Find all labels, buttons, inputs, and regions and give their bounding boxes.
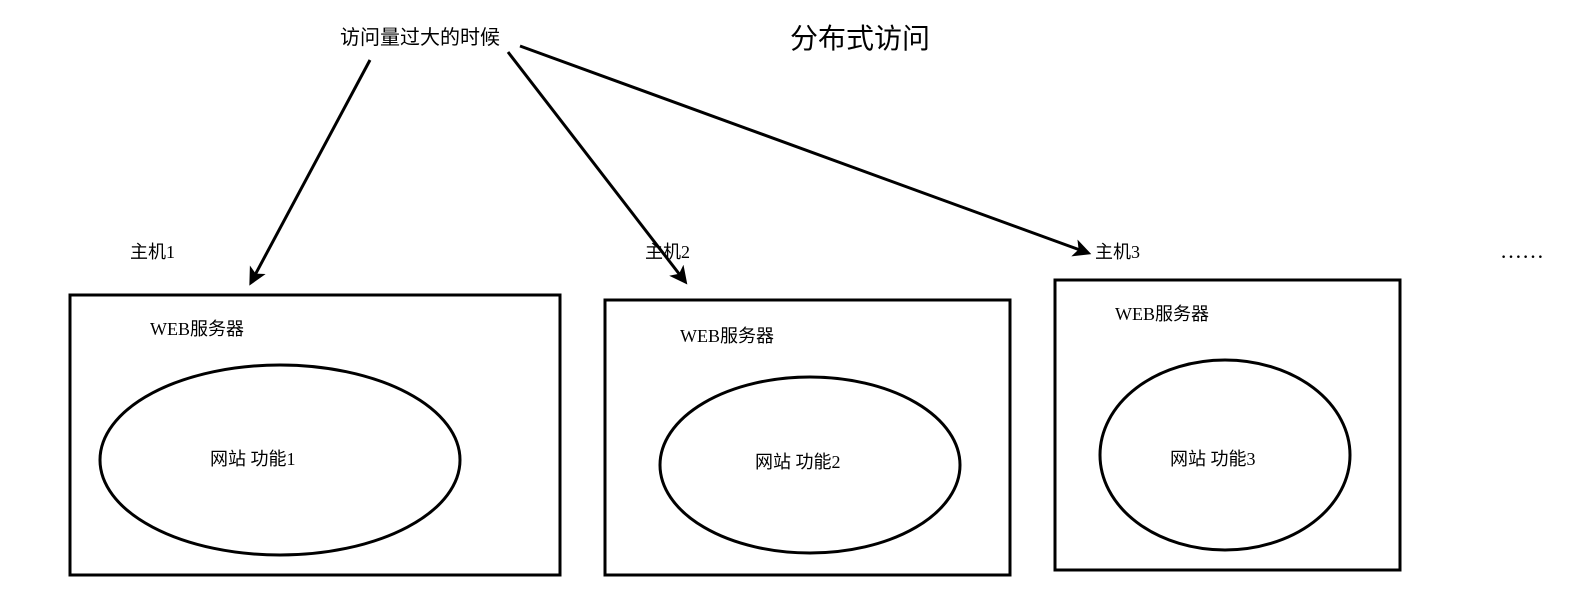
ellipsis-label: …… bbox=[1500, 238, 1544, 263]
host-ellipse-label-3: 网站 功能3 bbox=[1170, 449, 1256, 469]
diagram-title: 分布式访问 bbox=[790, 23, 930, 55]
arrow-3 bbox=[520, 46, 1080, 250]
host-label-3: 主机3 bbox=[1095, 242, 1140, 262]
host-box-label-2: WEB服务器 bbox=[680, 326, 774, 346]
arrow-1 bbox=[255, 60, 370, 275]
host-box-label-3: WEB服务器 bbox=[1115, 304, 1209, 324]
source-label: 访问量过大的时候 bbox=[340, 26, 500, 49]
host-box-1 bbox=[70, 295, 560, 575]
host-box-2 bbox=[605, 300, 1010, 575]
host-label-2: 主机2 bbox=[645, 242, 690, 262]
host-box-label-1: WEB服务器 bbox=[150, 319, 244, 339]
host-ellipse-label-2: 网站 功能2 bbox=[755, 452, 841, 472]
host-ellipse-label-1: 网站 功能1 bbox=[210, 449, 296, 469]
host-label-1: 主机1 bbox=[130, 242, 175, 262]
